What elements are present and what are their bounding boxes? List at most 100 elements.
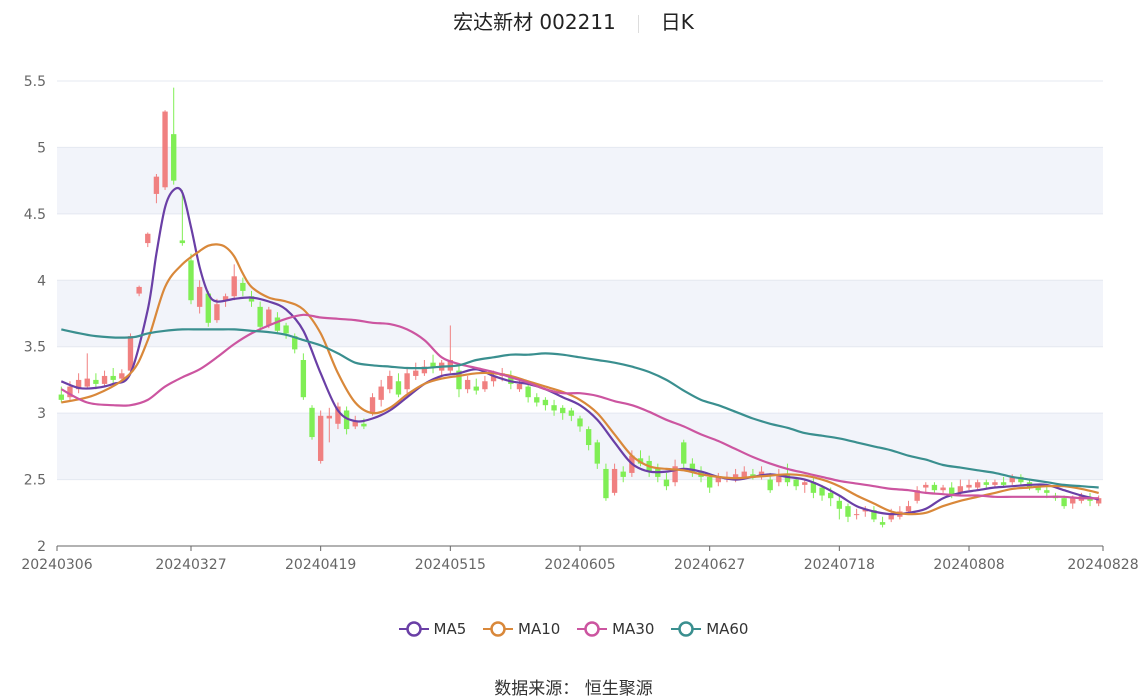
candle-body: [776, 475, 782, 483]
candle-body: [966, 484, 972, 488]
candle-body: [292, 336, 298, 350]
legend-item-ma30[interactable]: MA30: [577, 620, 654, 638]
candle-body: [490, 375, 497, 382]
candle-body: [750, 474, 756, 477]
legend-label-ma10: MA10: [518, 620, 561, 638]
candle-body: [326, 415, 332, 419]
candle-body: [369, 397, 376, 414]
candle-body: [715, 476, 721, 483]
legend-item-ma60[interactable]: MA60: [671, 620, 748, 638]
candle-body: [516, 383, 523, 390]
candle-body: [257, 306, 263, 327]
candle-body: [914, 490, 920, 501]
candle-body: [283, 325, 289, 334]
y-tick-label: 2: [37, 539, 46, 555]
candle-body: [871, 510, 877, 520]
candle-body: [162, 111, 168, 188]
candle-body: [983, 482, 989, 485]
x-tick-label: 20240605: [544, 557, 615, 573]
candle-body: [974, 482, 981, 488]
candle-body: [205, 293, 211, 323]
candle-body: [905, 506, 912, 512]
candle-body: [1000, 482, 1007, 485]
y-tick-label: 2.5: [24, 473, 46, 489]
candle-body: [828, 492, 834, 499]
candle-body: [378, 386, 384, 400]
candle-body: [395, 381, 402, 395]
data-source: 数据来源： 恒生聚源: [494, 679, 653, 699]
candle-body: [300, 360, 307, 398]
candle-body: [767, 479, 773, 491]
candle-body: [845, 506, 851, 517]
candle-body: [534, 397, 540, 403]
band: [57, 280, 1103, 347]
x-tick-label: 20240627: [674, 557, 745, 573]
candles: [58, 87, 1102, 528]
candle-body: [1095, 498, 1102, 504]
legend-label-ma60: MA60: [706, 620, 749, 638]
candle-body: [1035, 487, 1041, 491]
candle-body: [58, 394, 65, 400]
candle-body: [568, 410, 575, 416]
candle-body: [179, 240, 186, 244]
candle-body: [343, 410, 350, 430]
candle-body: [145, 233, 151, 244]
candle-body: [819, 487, 825, 496]
candle-body: [413, 370, 419, 376]
legend-marker-ma60: [671, 621, 702, 637]
title-separator: [637, 14, 639, 33]
candle-body: [119, 373, 125, 379]
x-tick-label: 20240718: [804, 557, 875, 573]
legend-label-ma30: MA30: [612, 620, 655, 638]
candle-body: [222, 296, 229, 301]
candle-body: [888, 514, 894, 520]
legend-label-ma5: MA5: [433, 620, 467, 638]
candle-body: [361, 423, 367, 427]
candlestick-chart: 2 2.5 3 3.5 4 4.5 5 5.5 20240306 20240327 2024041…: [21, 74, 1138, 573]
chart-title-bar: 宏达新材 002211 日K: [0, 6, 1147, 35]
candle-body: [957, 486, 964, 493]
candle-body: [404, 373, 410, 390]
candle-body: [421, 366, 428, 374]
candle-body: [663, 479, 670, 487]
candle-body: [1009, 476, 1015, 483]
candle-body: [508, 375, 514, 384]
legend-marker-ma5: [398, 621, 429, 637]
candle-body: [387, 375, 393, 390]
candle-body: [93, 379, 99, 384]
y-tick-label: 4: [37, 273, 46, 289]
candle-body: [231, 276, 237, 297]
candle-body: [611, 468, 618, 493]
legend-item-ma10[interactable]: MA10: [483, 620, 560, 638]
candle-body: [620, 471, 626, 477]
candle-body: [949, 487, 955, 496]
ma-line-ma10: [61, 243, 1099, 516]
ma-line-ma60: [61, 328, 1099, 489]
candle-body: [923, 484, 929, 488]
legend-marker-ma10: [483, 621, 514, 637]
candle-body: [784, 474, 791, 483]
legend-item-ma5[interactable]: MA5: [398, 620, 467, 638]
candle-body: [464, 379, 471, 390]
candle-body: [67, 386, 73, 398]
candle-body: [836, 500, 843, 509]
candle-body: [101, 375, 108, 384]
candle-body: [352, 421, 358, 427]
y-tick-label: 4.5: [24, 207, 46, 223]
candle-body: [577, 418, 583, 427]
x-tick-label: 20240828: [1067, 557, 1138, 573]
candle-body: [940, 487, 946, 491]
candle-body: [214, 304, 220, 321]
x-tick-label: 20240808: [933, 557, 1004, 573]
x-tick-label: 20240327: [155, 557, 226, 573]
candle-body: [110, 375, 116, 380]
candle-body: [1070, 498, 1076, 504]
candle-body: [196, 286, 203, 307]
candle-body: [1087, 498, 1093, 501]
background-bands: [57, 147, 1103, 480]
x-tick-label: 20240306: [21, 557, 92, 573]
candle-body: [153, 176, 160, 194]
x-tick-label: 20240515: [415, 557, 486, 573]
candle-body: [802, 482, 808, 485]
candle-body: [335, 406, 341, 424]
